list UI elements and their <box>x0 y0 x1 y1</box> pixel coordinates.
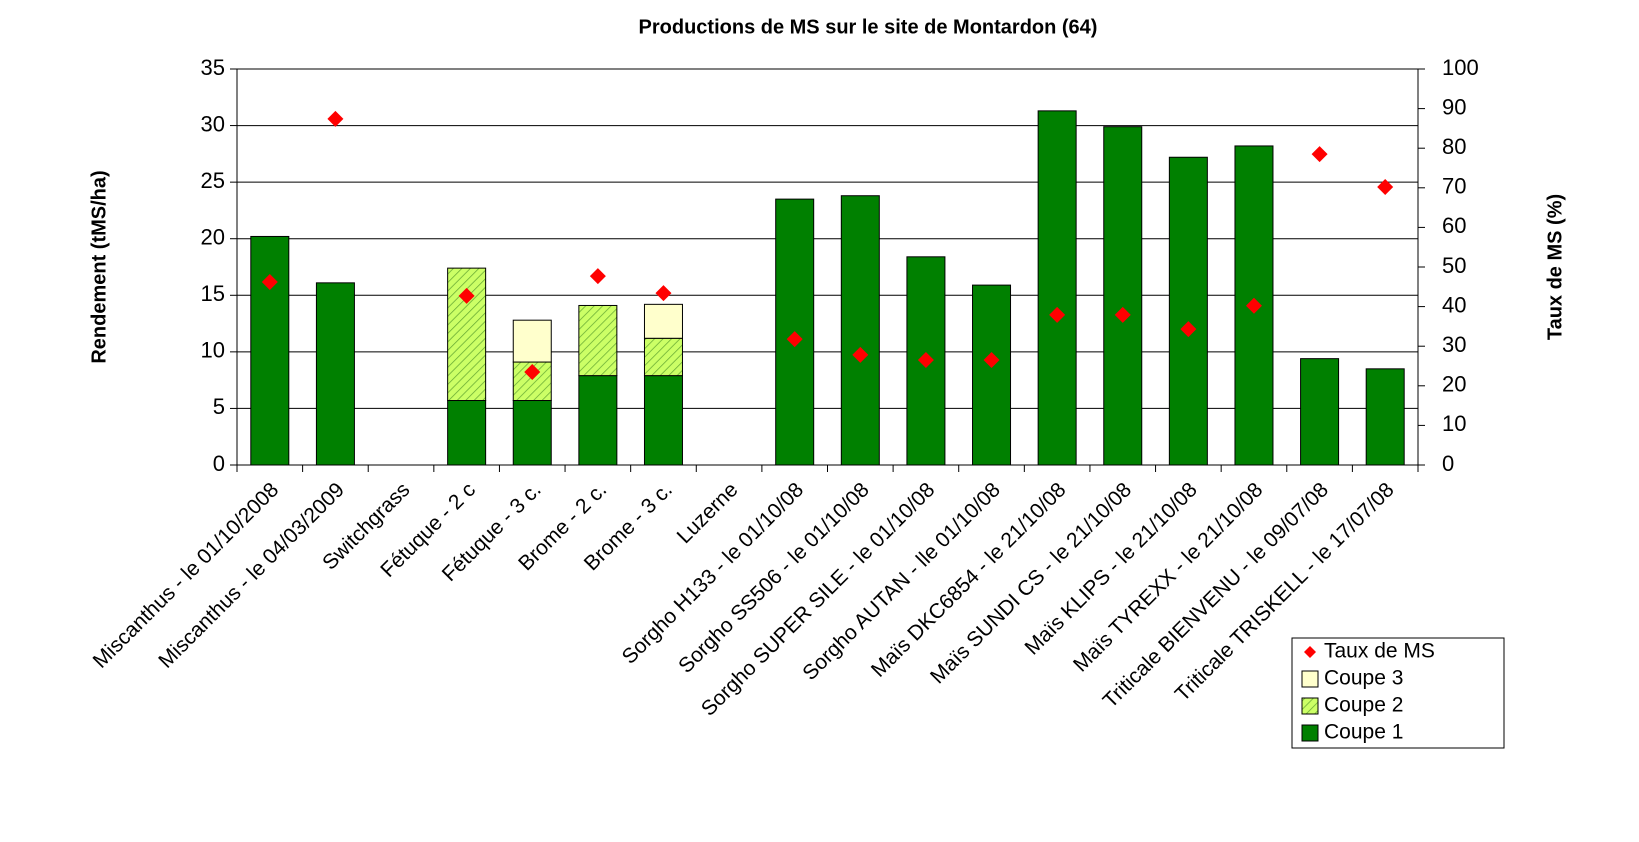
bar <box>1365 368 1405 466</box>
y2-axis-label: Taux de MS (%) <box>1544 194 1566 340</box>
y2-tick-label: 10 <box>1442 411 1466 436</box>
marker <box>852 346 869 363</box>
legend-swatch <box>1301 670 1319 688</box>
y-tick-label: 30 <box>201 111 225 136</box>
marker <box>1377 179 1394 196</box>
y2-tick-label: 40 <box>1442 292 1466 317</box>
marker <box>1245 297 1262 314</box>
legend-label: Coupe 2 <box>1324 694 1403 717</box>
bar <box>315 282 355 466</box>
bar <box>447 400 487 466</box>
bar <box>643 337 683 377</box>
marker <box>524 363 541 380</box>
y-tick-label: 10 <box>201 338 225 363</box>
x-tick-label: Sorgho SUPER SILE - le 01/10/08 <box>697 478 939 720</box>
bar <box>1300 358 1340 466</box>
legend-swatch <box>1301 697 1319 715</box>
y-tick-label: 15 <box>201 281 225 306</box>
y-tick-label: 5 <box>213 394 225 419</box>
y2-tick-label: 30 <box>1442 332 1466 357</box>
y-tick-label: 35 <box>201 55 225 80</box>
marker <box>917 352 934 369</box>
y-tick-label: 25 <box>201 168 225 193</box>
marker <box>983 352 1000 369</box>
bar <box>1168 156 1208 466</box>
bar <box>840 195 880 466</box>
y2-tick-label: 80 <box>1442 134 1466 159</box>
marker <box>1311 146 1328 163</box>
y-tick-label: 20 <box>201 225 225 250</box>
bar <box>1103 126 1143 466</box>
legend-box <box>1291 637 1505 749</box>
marker <box>786 331 803 348</box>
y2-tick-label: 70 <box>1442 174 1466 199</box>
marker <box>1180 321 1197 338</box>
marker <box>458 287 475 304</box>
y2-tick-label: 100 <box>1442 55 1479 80</box>
y2-tick-label: 20 <box>1442 372 1466 397</box>
y2-tick-label: 60 <box>1442 213 1466 238</box>
marker <box>1114 306 1131 323</box>
bar <box>578 304 618 377</box>
marker <box>589 268 606 285</box>
y-axis-label: Rendement (tMS/ha) <box>88 170 110 363</box>
chart-title: Productions de MS sur le site de Montard… <box>639 16 1098 38</box>
bar <box>512 400 552 466</box>
bar <box>972 284 1012 466</box>
y2-tick-label: 0 <box>1442 451 1454 476</box>
legend-label: Coupe 1 <box>1324 721 1403 744</box>
bar <box>512 319 552 363</box>
legend-swatch <box>1304 646 1316 658</box>
bar <box>643 375 683 466</box>
y2-tick-label: 50 <box>1442 253 1466 278</box>
legend-swatch <box>1301 724 1319 742</box>
marker <box>261 274 278 291</box>
y2-tick-label: 90 <box>1442 94 1466 119</box>
bar <box>250 235 290 466</box>
bar <box>578 375 618 466</box>
bar <box>643 303 683 339</box>
bar <box>1037 110 1077 466</box>
legend-label: Taux de MS <box>1324 640 1435 663</box>
marker <box>327 110 344 127</box>
legend-label: Coupe 3 <box>1324 667 1403 690</box>
marker <box>655 285 672 302</box>
y-tick-label: 0 <box>213 451 225 476</box>
marker <box>1049 306 1066 323</box>
